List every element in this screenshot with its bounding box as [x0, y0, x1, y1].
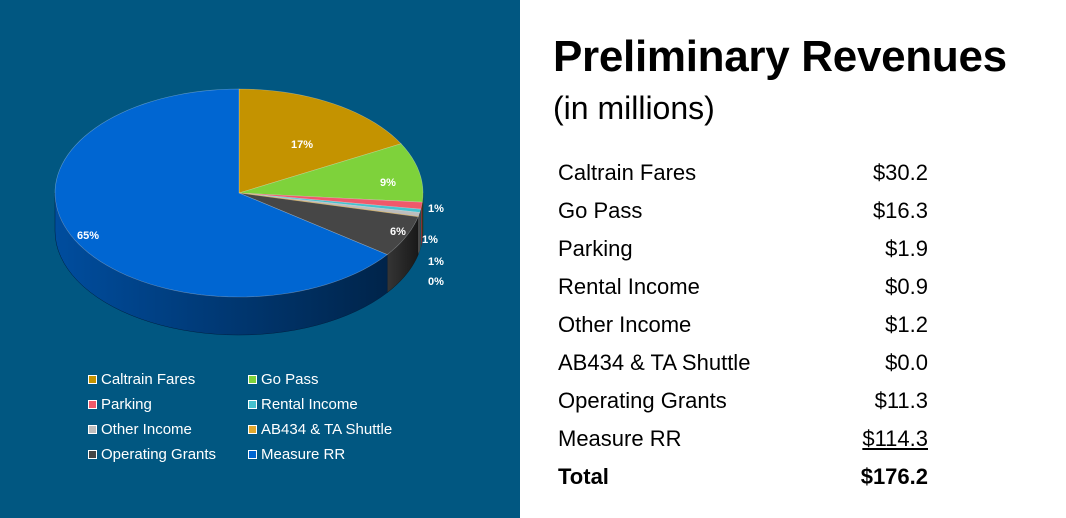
legend: Caltrain Fares Go Pass Parking Rental Incom…	[88, 370, 508, 464]
row-label: Other Income	[558, 312, 692, 337]
legend-swatch	[248, 400, 257, 409]
revenue-table: Caltrain Fares $30.2 Go Pass $16.3 Parking $1…	[558, 154, 928, 496]
pie-label-other-income: 1%	[428, 256, 444, 268]
legend-item-other-income: Other Income	[88, 420, 248, 439]
row-label: Measure RR	[558, 426, 682, 451]
pie-label-measure-rr: 65%	[77, 230, 99, 242]
chart-panel: 17% 9% 1% 1% 1% 0% 6% 65% Caltrain Fares Go Pass…	[0, 0, 520, 518]
row-amount: $1.9	[885, 236, 928, 261]
legend-item-ab434-ta-shuttle: AB434 & TA Shuttle	[248, 420, 448, 439]
row-amount: $114.3	[862, 426, 928, 451]
row-label: Go Pass	[558, 198, 643, 223]
row-amount: $1.2	[885, 312, 928, 337]
legend-label: Go Pass	[261, 371, 319, 388]
legend-label: Rental Income	[261, 396, 358, 413]
table-row-measure-rr: Measure RR $114.3	[558, 420, 928, 458]
legend-label: Measure RR	[261, 446, 346, 463]
table-row-ab434-ta-shuttle: AB434 & TA Shuttle $0.0	[558, 344, 928, 382]
legend-item-operating-grants: Operating Grants	[88, 445, 248, 464]
legend-swatch	[248, 450, 257, 459]
page-title: Preliminary Revenues	[553, 32, 1007, 81]
revenue-panel: Preliminary Revenues (in millions) Caltr…	[520, 0, 1066, 518]
row-amount: $11.3	[874, 388, 928, 413]
pie-label-rental-income: 1%	[422, 234, 438, 246]
row-amount: $0.0	[885, 350, 928, 375]
legend-swatch	[88, 400, 97, 409]
legend-swatch	[88, 425, 97, 434]
legend-label: Operating Grants	[101, 446, 217, 463]
total-label: Total	[558, 464, 609, 489]
legend-item-measure-rr: Measure RR	[248, 445, 448, 464]
row-label: Caltrain Fares	[558, 160, 697, 185]
pie-labels: 17% 9% 1% 1% 1% 0% 6% 65%	[77, 139, 444, 288]
legend-label: Other Income	[101, 421, 192, 438]
row-label: Rental Income	[558, 274, 700, 299]
pie-label-parking: 1%	[428, 203, 444, 215]
legend-item-rental-income: Rental Income	[248, 395, 448, 414]
table-row-caltrain-fares: Caltrain Fares $30.2	[558, 154, 928, 192]
legend-swatch	[88, 375, 97, 384]
table-row-operating-grants: Operating Grants $11.3	[558, 382, 928, 420]
legend-label: Parking	[101, 396, 152, 413]
pie-label-caltrain-fares: 17%	[291, 139, 313, 151]
pie-chart: 17% 9% 1% 1% 1% 0% 6% 65%	[54, 88, 444, 336]
pie-label-go-pass: 9%	[380, 177, 396, 189]
pie-slice-operating-grants	[238, 192, 419, 255]
page-subtitle: (in millions)	[553, 90, 715, 126]
row-amount: $0.9	[885, 274, 928, 299]
legend-swatch	[248, 375, 257, 384]
pie-top	[54, 88, 424, 298]
legend-item-caltrain-fares: Caltrain Fares	[88, 370, 248, 389]
table-row-go-pass: Go Pass $16.3	[558, 192, 928, 230]
legend-swatch	[248, 425, 257, 434]
pie-slice-go-pass	[238, 143, 424, 203]
pie-label-ab434-ta-shuttle: 0%	[428, 276, 444, 288]
legend-item-go-pass: Go Pass	[248, 370, 448, 389]
table-row-other-income: Other Income $1.2	[558, 306, 928, 344]
total-amount: $176.2	[860, 464, 928, 489]
legend-label: Caltrain Fares	[101, 371, 196, 388]
pie-slice-caltrain-fares	[238, 88, 402, 194]
legend-item-parking: Parking	[88, 395, 248, 414]
table-row-rental-income: Rental Income $0.9	[558, 268, 928, 306]
row-label: Operating Grants	[558, 388, 727, 413]
pie-slice-measure-rr	[54, 88, 388, 298]
table-row-total: Total $176.2	[558, 458, 928, 496]
row-label: AB434 & TA Shuttle	[558, 350, 751, 375]
row-label: Parking	[558, 236, 633, 261]
pie-label-operating-grants: 6%	[390, 226, 406, 238]
legend-swatch	[88, 450, 97, 459]
legend-label: AB434 & TA Shuttle	[261, 421, 393, 438]
row-amount: $30.2	[872, 160, 928, 185]
row-amount: $16.3	[872, 198, 928, 223]
table-row-parking: Parking $1.9	[558, 230, 928, 268]
